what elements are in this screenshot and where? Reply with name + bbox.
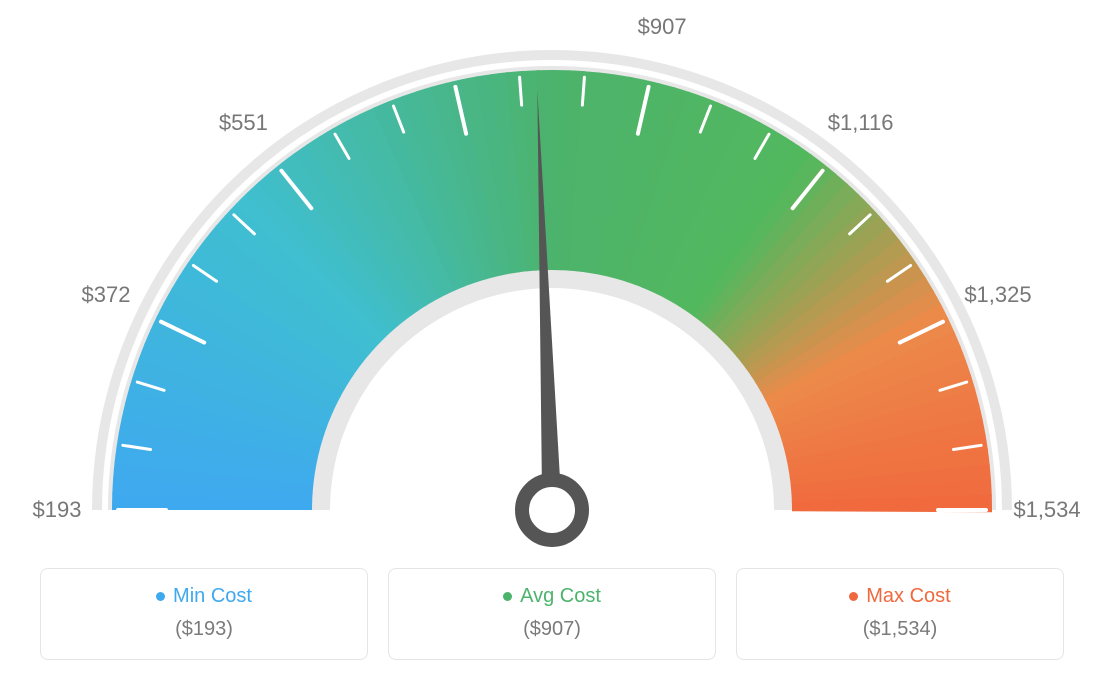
legend-value-max: ($1,534) [737, 618, 1063, 641]
gauge-tick-label: $372 [82, 282, 131, 308]
legend-label: Min Cost [173, 585, 252, 608]
legend-title-max: Max Cost [849, 585, 950, 608]
gauge-tick-label: $551 [219, 110, 268, 136]
legend-row: Min Cost ($193) Avg Cost ($907) Max Cost… [40, 568, 1064, 660]
gauge-tick-label: $1,534 [1013, 497, 1080, 523]
gauge-tick-label: $907 [638, 14, 687, 40]
gauge-tick-label: $1,116 [828, 110, 894, 136]
legend-card-avg: Avg Cost ($907) [388, 568, 716, 660]
legend-value-min: ($193) [41, 618, 367, 641]
legend-label: Avg Cost [520, 585, 601, 608]
legend-title-avg: Avg Cost [503, 585, 601, 608]
legend-label: Max Cost [866, 585, 950, 608]
gauge-tick-label: $1,325 [964, 282, 1031, 308]
dot-icon [503, 592, 512, 601]
legend-card-min: Min Cost ($193) [40, 568, 368, 660]
legend-title-min: Min Cost [156, 585, 252, 608]
legend-card-max: Max Cost ($1,534) [736, 568, 1064, 660]
dot-icon [849, 592, 858, 601]
gauge-tick-label: $193 [33, 497, 82, 523]
legend-value-avg: ($907) [389, 618, 715, 641]
dot-icon [156, 592, 165, 601]
cost-gauge-chart: $193 $372 $551 $907 $1,116 $1,325 $1,534 [0, 0, 1104, 560]
